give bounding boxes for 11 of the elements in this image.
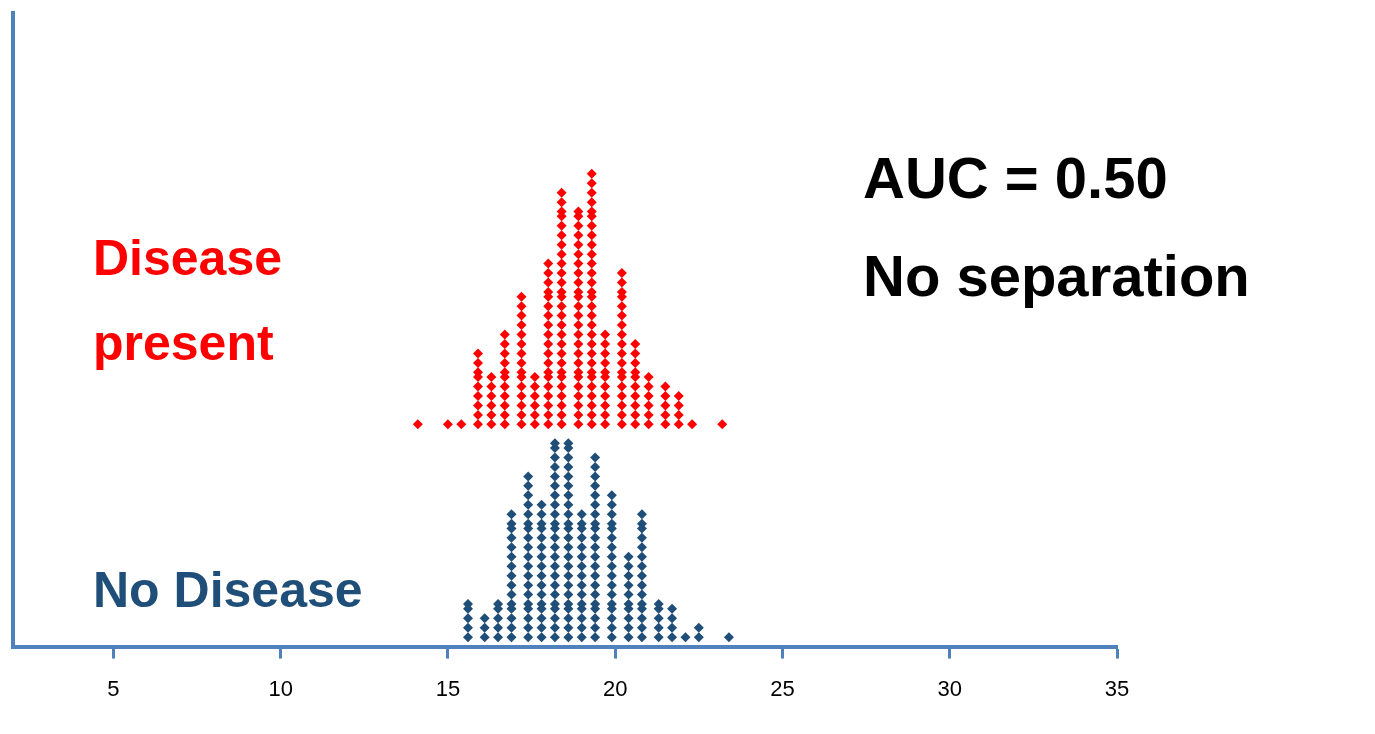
annotation: AUC = 0.50 — [863, 145, 1168, 210]
x-tick-label: 20 — [602, 675, 628, 701]
x-tick-label: 10 — [268, 675, 293, 701]
text: No Disease — [93, 561, 363, 618]
x-tick-label: 5 — [107, 675, 120, 701]
text: Disease present — [93, 229, 283, 371]
x-tick-label: 35 — [1104, 675, 1130, 701]
x-tick-label: 30 — [937, 675, 962, 701]
x-tick-label: 25 — [770, 675, 795, 701]
annotation: No separation — [863, 243, 1250, 308]
x-tick-label: 15 — [435, 675, 461, 701]
